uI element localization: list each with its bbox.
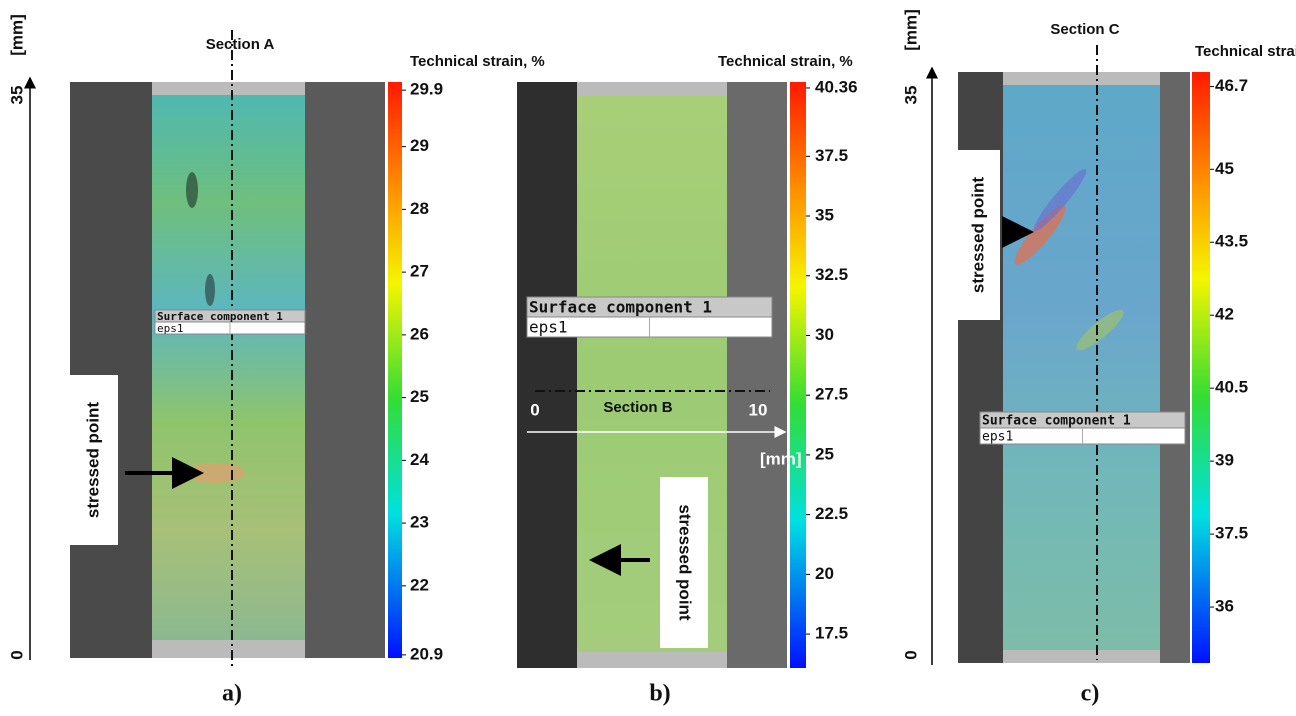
colorbar-tick-label: 45: [1215, 159, 1234, 178]
colorbar-tick-label: 30: [815, 325, 834, 344]
section-label: Section C: [1050, 21, 1119, 38]
colorbar-tick-label: 46.7: [1215, 76, 1248, 95]
colorbar-tick-label: 24: [410, 450, 429, 469]
colorbar-title: Technical strain, %: [1195, 43, 1296, 60]
colorbar-tick-label: 25: [410, 387, 429, 406]
colorbar-tick-label: 23: [410, 513, 429, 532]
overlay-title: Surface component 1: [982, 414, 1131, 429]
colorbar-tick-label: 22.5: [815, 504, 848, 523]
panel-label: a): [222, 681, 242, 707]
colorbar-tick-label: 22: [410, 575, 429, 594]
colorbar-tick-label: 40.36: [815, 77, 858, 96]
colorbar-tick-label: 29.9: [410, 80, 443, 99]
axis-unit: [mm]: [7, 14, 26, 56]
overlay-title: Surface component 1: [529, 298, 712, 317]
axis-tick-label: 10: [749, 400, 768, 419]
colorbar-tick-label: 29: [410, 136, 429, 155]
axis-tick-label: 0: [901, 650, 920, 659]
colorbar-tick-label: 27.5: [815, 385, 848, 404]
overlay-field: eps1: [529, 318, 568, 337]
colorbar: [1192, 72, 1210, 663]
axis-unit: [mm]: [901, 9, 920, 51]
colorbar: [388, 82, 402, 658]
overlay-field: eps1: [157, 322, 184, 335]
colorbar-tick-label: 37.5: [1215, 524, 1248, 543]
axis-tick-label: 0: [7, 650, 26, 659]
specimen-image-b: [517, 82, 787, 668]
specimen-image-a: [70, 82, 385, 658]
section-label: Section B: [603, 399, 672, 416]
overlay-field: eps1: [982, 430, 1013, 445]
colorbar-tick-label: 40.5: [1215, 378, 1248, 397]
colorbar-title: Technical strain, %: [718, 53, 853, 70]
colorbar-tick-label: 26: [410, 324, 429, 343]
panel-label: c): [1081, 681, 1100, 707]
figure: 29.9 29 28 27 26 25 24 23 22 20.9 Technical strain…: [0, 0, 1296, 716]
colorbar-tick-label: 27: [410, 262, 429, 281]
colorbar-tick-label: 28: [410, 199, 429, 218]
colorbar-tick-label: 17.5: [815, 624, 848, 643]
annotation: stressed point: [676, 504, 695, 621]
axis-tick-label: 35: [7, 86, 26, 105]
axis-unit: [mm]: [760, 449, 802, 468]
annotation: stressed point: [968, 177, 987, 294]
colorbar-title: Technical strain, %: [410, 53, 545, 70]
section-label: Section A: [206, 36, 275, 53]
annotation: stressed point: [83, 402, 102, 519]
colorbar-tick-label: 35: [815, 206, 834, 225]
colorbar-tick-label: 42: [1215, 305, 1234, 324]
colorbar-tick-label: 32.5: [815, 265, 848, 284]
colorbar-tick-label: 25: [815, 444, 834, 463]
colorbar: [790, 82, 806, 668]
colorbar-tick-label: 39: [1215, 451, 1234, 470]
axis-tick-label: 0: [530, 400, 539, 419]
colorbar-tick-label: 20.9: [410, 644, 443, 663]
colorbar-tick-label: 20: [815, 564, 834, 583]
axis-tick-label: 35: [901, 86, 920, 105]
colorbar-tick-label: 43.5: [1215, 232, 1248, 251]
colorbar-tick-label: 36: [1215, 597, 1234, 616]
colorbar-tick-label: 37.5: [815, 146, 848, 165]
panel-label: b): [649, 681, 670, 707]
